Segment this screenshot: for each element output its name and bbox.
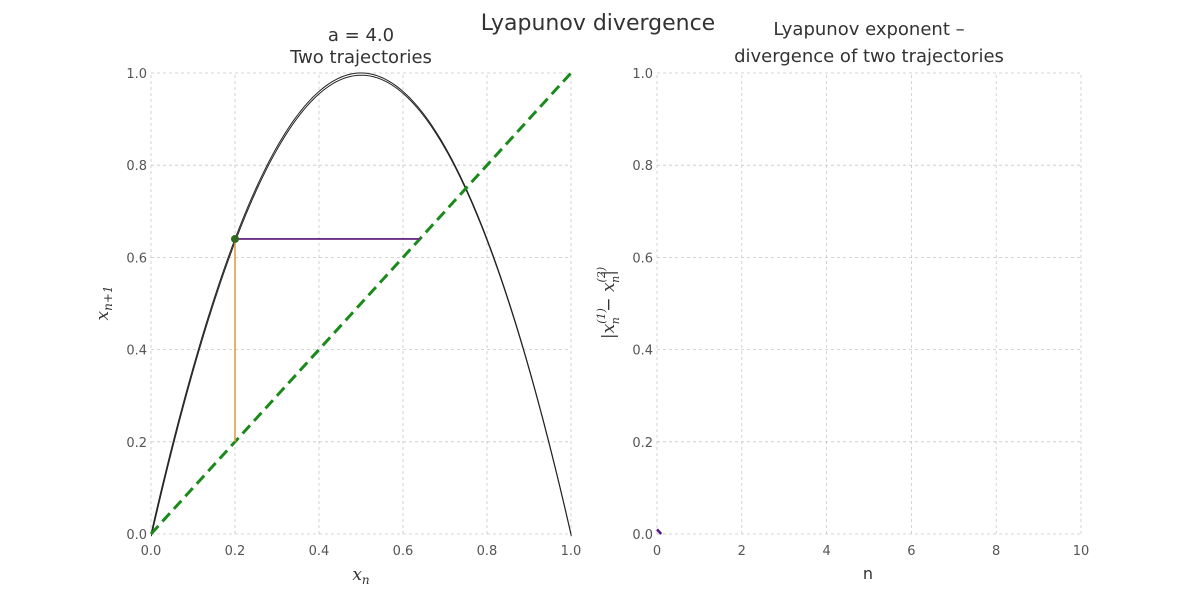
- cobweb-title-line2: Two trajectories: [289, 47, 432, 68]
- cobweb-ytick-label: 1.0: [126, 67, 147, 82]
- divergence-ytick-label: 0.4: [632, 344, 653, 359]
- cobweb-title-line1: a = 4.0: [328, 25, 394, 46]
- figure-suptitle: Lyapunov divergence: [481, 11, 715, 36]
- cobweb-panel: a = 4.0 Two trajectories 0.0 0.2 0.4 0.6 0.8…: [93, 25, 581, 587]
- divergence-ytick-label: 0.0: [632, 528, 653, 543]
- divergence-ytick-label: 0.2: [632, 436, 653, 451]
- cobweb-ylabel: xn+1: [93, 285, 115, 320]
- divergence-tick-labels: 0 2 4 6 8 10 0.0 0.2 0.4 0.6 0.8 1.0: [632, 67, 1089, 559]
- divergence-xtick-label: 0: [653, 544, 661, 559]
- identity-line: [149, 71, 573, 536]
- start-marker: [231, 234, 239, 243]
- cobweb-plot-area: [149, 71, 573, 537]
- divergence-xtick-label: 8: [992, 544, 1000, 559]
- divergence-title-line1: Lyapunov exponent –: [773, 19, 964, 40]
- divergence-ytick-label: 0.6: [632, 251, 653, 266]
- cobweb-xtick-label: 1.0: [561, 544, 582, 559]
- divergence-ylabel: |x(1)n − x(2)n|: [595, 267, 622, 339]
- divergence-xlabel: n: [863, 564, 873, 583]
- divergence-xtick-label: 6: [907, 544, 915, 559]
- divergence-ytick-label: 1.0: [632, 67, 653, 82]
- cobweb-xlabel: xn: [352, 565, 369, 587]
- cobweb-xtick-label: 0.2: [225, 544, 246, 559]
- divergence-series-1: [656, 528, 663, 535]
- cobweb-xtick-label: 0.6: [393, 544, 414, 559]
- cobweb-ytick-label: 0.4: [126, 344, 147, 359]
- cobweb-tick-labels: 0.0 0.2 0.4 0.6 0.8 1.0 0.0 0.2 0.4 0.6 0.8 1.0: [126, 67, 581, 559]
- cobweb-xtick-label: 0.4: [309, 544, 330, 559]
- divergence-xtick-label: 2: [738, 544, 746, 559]
- divergence-plot-area: [656, 528, 663, 535]
- logistic-curve-2: [150, 74, 572, 537]
- cobweb-ytick-label: 0.8: [126, 159, 147, 174]
- divergence-panel: Lyapunov exponent – divergence of two tr…: [595, 19, 1089, 583]
- cobweb-ytick-label: 0.0: [126, 528, 147, 543]
- divergence-ytick-label: 0.8: [632, 159, 653, 174]
- cobweb-xtick-label: 0.0: [141, 544, 162, 559]
- cobweb-ytick-label: 0.2: [126, 436, 147, 451]
- divergence-title-line2: divergence of two trajectories: [734, 46, 1004, 67]
- cobweb-ytick-label: 0.6: [126, 251, 147, 266]
- divergence-xtick-label: 4: [822, 544, 830, 559]
- cobweb-grid: [150, 72, 572, 535]
- cobweb-xtick-label: 0.8: [477, 544, 498, 559]
- divergence-xtick-label: 10: [1073, 544, 1090, 559]
- divergence-grid: [656, 72, 1082, 535]
